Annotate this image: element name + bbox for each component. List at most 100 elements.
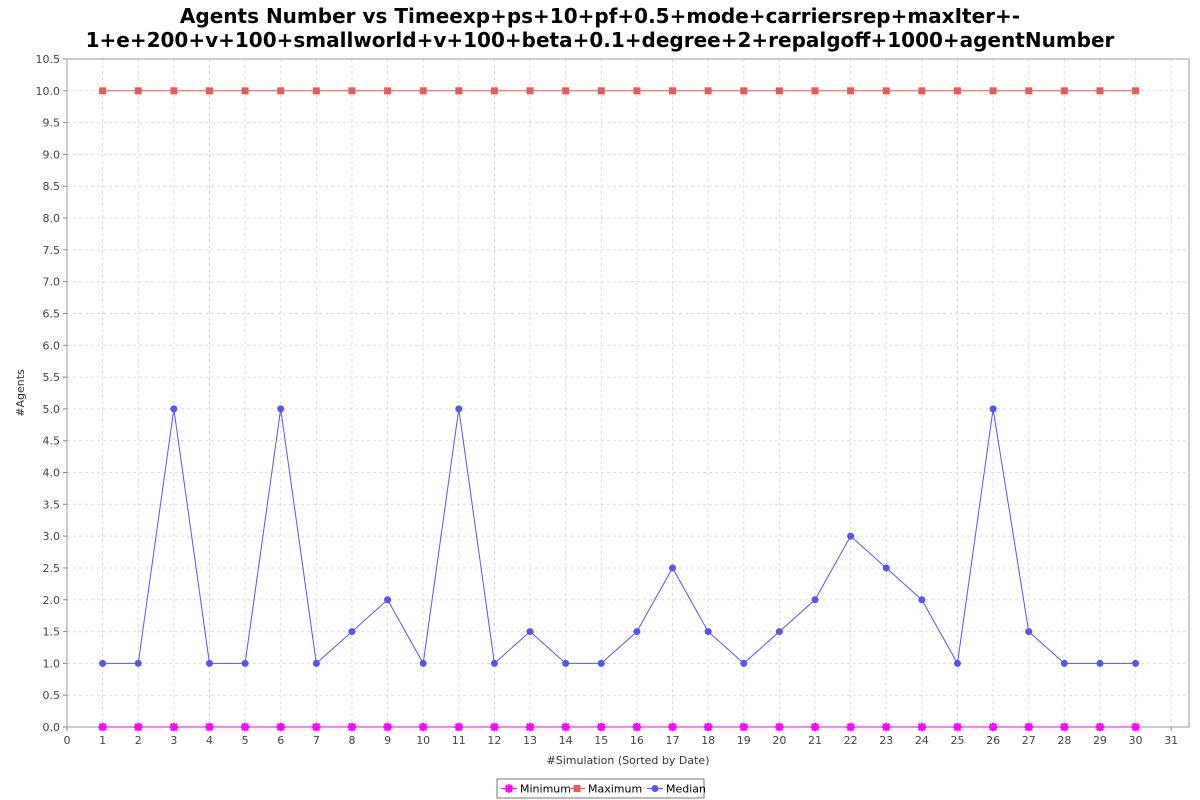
x-tick-label: 12 — [487, 734, 501, 747]
data-point-maximum — [455, 87, 463, 95]
data-point-median — [811, 596, 819, 604]
x-tick-label: 27 — [1022, 734, 1036, 747]
data-point-maximum — [1025, 87, 1033, 95]
series-line-median — [102, 408, 1136, 665]
y-tick-label: 5.5 — [43, 371, 61, 384]
y-tick-label: 0.0 — [43, 721, 61, 734]
y-tick-label: 6.0 — [43, 339, 61, 352]
series-minimum — [98, 722, 1140, 732]
y-tick-label: 0.5 — [43, 689, 61, 702]
data-point-median — [704, 628, 712, 636]
data-point-minimum — [1024, 722, 1033, 732]
data-point-maximum — [775, 87, 783, 95]
data-point-minimum — [418, 722, 428, 732]
y-tick-label: 9.5 — [43, 117, 61, 130]
data-point-median — [775, 628, 783, 636]
y-tick-label: 10.5 — [36, 53, 61, 66]
data-point-maximum — [1060, 87, 1068, 95]
data-point-minimum — [703, 722, 713, 732]
series-median — [99, 405, 1140, 667]
data-point-median — [989, 405, 997, 413]
data-point-median — [597, 659, 605, 667]
data-point-minimum — [988, 722, 998, 732]
data-point-maximum — [669, 87, 677, 95]
legend-item-minimum: Minimum — [501, 783, 571, 796]
legend-box — [496, 778, 705, 799]
x-tick-label: 14 — [559, 734, 573, 747]
series-group — [98, 87, 1140, 732]
data-point-minimum — [1095, 722, 1105, 732]
data-point-median — [882, 564, 890, 572]
data-point-maximum — [704, 87, 712, 95]
data-point-maximum — [989, 87, 997, 95]
data-point-minimum — [454, 722, 464, 732]
x-tick-label: 31 — [1164, 734, 1178, 747]
legend-label: Median — [666, 783, 706, 796]
x-tick-label: 22 — [844, 734, 858, 747]
data-point-minimum — [205, 722, 214, 732]
data-point-median — [455, 405, 463, 413]
data-point-minimum — [917, 722, 927, 732]
x-tick-label: 19 — [737, 734, 751, 747]
data-point-minimum — [775, 722, 784, 732]
x-tick-label: 13 — [523, 734, 537, 747]
data-point-minimum — [312, 722, 321, 732]
data-point-median — [1132, 659, 1140, 667]
data-point-maximum — [277, 87, 285, 95]
data-point-minimum — [1131, 722, 1140, 732]
x-tick-label: 20 — [772, 734, 786, 747]
data-point-median — [740, 659, 748, 667]
data-point-maximum — [490, 87, 498, 95]
data-point-maximum — [526, 87, 534, 95]
y-tick-label: 1.0 — [43, 657, 61, 670]
data-point-median — [526, 628, 534, 636]
y-axis: 0.0 0.5 1.0 1.5 2.0 2.5 3.0 3.5 4.0 4.5 5.0 5.5 6.0 6… — [36, 53, 67, 734]
x-tick-label: 30 — [1129, 734, 1143, 747]
data-point-minimum — [276, 722, 285, 732]
data-point-minimum — [882, 722, 891, 732]
data-point-median — [205, 659, 213, 667]
data-point-maximum — [384, 87, 392, 95]
data-point-maximum — [348, 87, 356, 95]
y-tick-label: 3.5 — [43, 498, 61, 511]
data-point-maximum — [170, 87, 178, 95]
x-tick-label: 11 — [452, 734, 466, 747]
data-point-maximum — [205, 87, 213, 95]
legend-swatch-marker — [573, 785, 581, 792]
x-tick-label: 21 — [808, 734, 822, 747]
x-tick-label: 24 — [915, 734, 929, 747]
data-point-median — [490, 659, 498, 667]
grid-lines — [66, 58, 1189, 728]
x-axis-label: #Simulation (Sorted by Date) — [547, 754, 710, 767]
data-point-median — [99, 659, 107, 667]
data-point-minimum — [134, 722, 143, 732]
y-tick-label: 7.0 — [43, 276, 61, 289]
y-tick-label: 8.5 — [43, 180, 61, 193]
x-tick-label: 10 — [416, 734, 430, 747]
data-point-minimum — [632, 722, 642, 732]
x-tick-label: 9 — [384, 734, 391, 747]
data-point-median — [384, 596, 392, 604]
x-tick-label: 18 — [701, 734, 715, 747]
data-point-maximum — [241, 87, 249, 95]
data-point-median — [1096, 659, 1104, 667]
x-tick-label: 5 — [242, 734, 249, 747]
x-tick-label: 23 — [879, 734, 893, 747]
series-maximum — [99, 87, 1140, 95]
legend-swatch-marker — [504, 784, 514, 793]
y-tick-label: 10.0 — [36, 85, 61, 98]
legend-label: Minimum — [520, 783, 571, 796]
data-point-minimum — [668, 722, 677, 732]
legend-item-median: Median — [647, 783, 706, 796]
data-point-minimum — [98, 722, 107, 732]
data-point-minimum — [169, 722, 179, 732]
data-point-minimum — [525, 722, 535, 732]
data-point-minimum — [490, 722, 499, 732]
data-point-median — [419, 659, 427, 667]
data-point-maximum — [953, 87, 961, 95]
x-axis: 0 1 2 3 4 5 6 7 8 9 10 11 12 13 14 15 16 17 18 19 20 21 22 23 24… — [64, 727, 1178, 747]
data-point-minimum — [846, 722, 855, 732]
data-point-median — [241, 659, 249, 667]
data-point-median — [312, 659, 320, 667]
